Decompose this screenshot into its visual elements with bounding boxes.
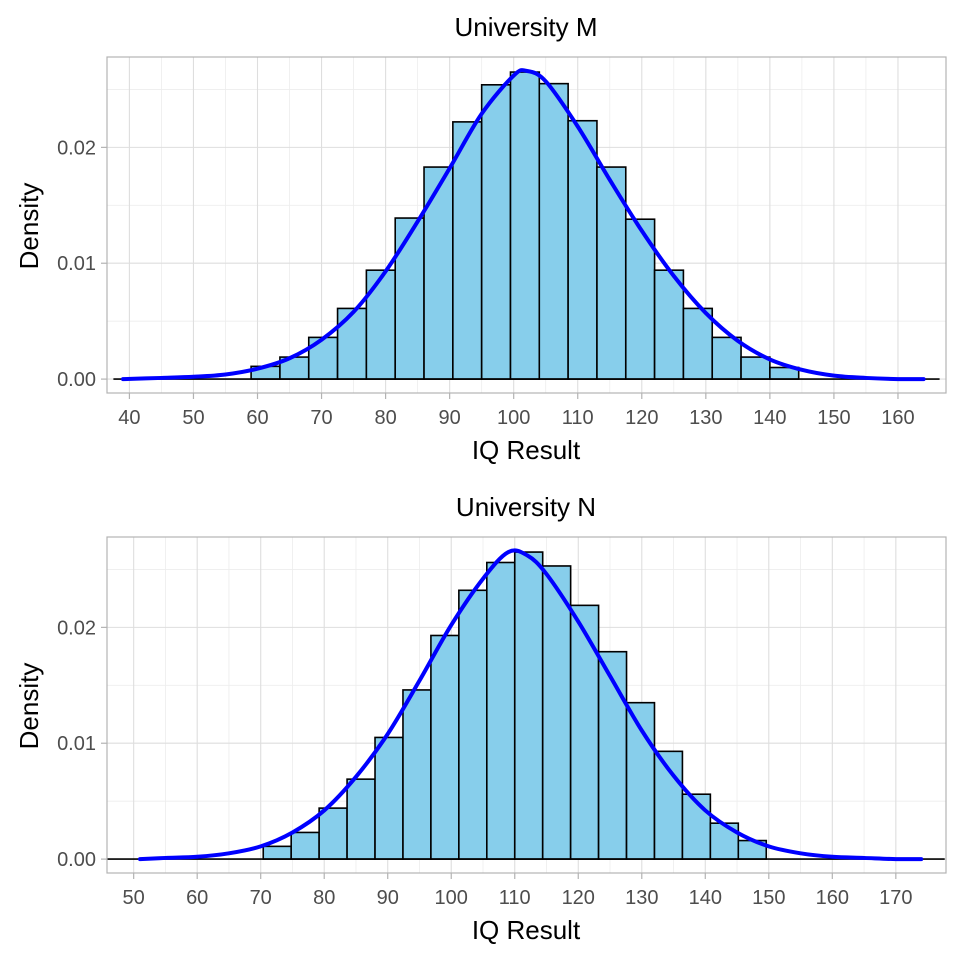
x-tick-label: 130 [625, 887, 658, 909]
y-axis-title: Density [14, 663, 44, 750]
histogram-bar [596, 166, 627, 380]
x-tick-label: 40 [118, 407, 140, 429]
y-tick-label: 0.02 [57, 137, 96, 159]
panel-border [106, 56, 947, 394]
histogram-bar [538, 82, 569, 380]
x-tick-label: 130 [689, 407, 722, 429]
histogram-bar [394, 217, 425, 380]
histogram-bar [509, 71, 541, 380]
x-tick-label: 60 [246, 407, 268, 429]
panel-university-m: University M Density IQ Result 40 50 60 70 8… [14, 12, 947, 465]
histogram-bar [513, 551, 544, 860]
panel-border [106, 536, 947, 874]
x-tick-label: 150 [752, 887, 785, 909]
histogram-bar [452, 121, 483, 380]
histogram-bar [541, 565, 572, 860]
histogram-bar [402, 689, 432, 860]
x-tick-label: 150 [817, 407, 850, 429]
histogram-bar [365, 269, 397, 380]
histogram-bar [290, 831, 320, 860]
panel-university-n: University N Density IQ Result 50 60 70 80 9… [14, 492, 947, 945]
histogram-bar [430, 634, 460, 860]
x-tick-label: 170 [879, 887, 912, 909]
histogram-bar [486, 561, 516, 860]
histogram-bar [458, 589, 488, 860]
histogram-bar [374, 736, 404, 860]
x-axis-title: IQ Result [472, 435, 581, 465]
x-tick-label: 140 [689, 887, 722, 909]
y-tick-label: 0.02 [57, 617, 96, 639]
x-tick-label: 120 [625, 407, 658, 429]
histogram-bar [681, 793, 712, 860]
x-axis-title: IQ Result [472, 915, 581, 945]
histogram-bar [711, 336, 742, 380]
y-tick-label: 0.01 [57, 733, 96, 755]
histogram-bar [653, 269, 685, 380]
density-curve [121, 68, 926, 382]
density-curve [138, 548, 924, 862]
x-tick-label: 100 [497, 407, 530, 429]
x-tick-label: 70 [310, 407, 332, 429]
x-tick-label: 160 [816, 887, 849, 909]
panel-plot-area: 50 60 70 80 90 100 110 120 130 140 150 160 170 0.00 0.… [57, 536, 947, 909]
x-tick-label: 80 [374, 407, 396, 429]
histogram-bar [336, 307, 368, 380]
panel-title: University N [456, 492, 596, 522]
x-tick-label: 140 [753, 407, 786, 429]
histogram-bar [346, 778, 376, 860]
x-tick-label: 70 [250, 887, 272, 909]
panel-title: University M [454, 12, 597, 42]
histogram-bar [567, 119, 598, 380]
histogram-bar [480, 84, 512, 380]
x-tick-label: 80 [313, 887, 335, 909]
histogram-bar [597, 650, 628, 860]
histogram-bar [569, 604, 600, 860]
x-tick-label: 160 [881, 407, 914, 429]
histogram-bar [423, 166, 454, 380]
x-tick-label: 50 [123, 887, 145, 909]
x-tick-label: 110 [499, 887, 531, 909]
y-tick-label: 0.01 [57, 253, 96, 275]
x-tick-label: 90 [377, 887, 399, 909]
y-tick-label: 0.00 [57, 369, 96, 391]
x-tick-label: 100 [435, 887, 468, 909]
histogram-bar [740, 356, 771, 380]
panel-plot-area: 40 50 60 70 80 90 100 110 120 130 140 150 160 0.00 0.0… [57, 56, 947, 429]
histogram-bar [682, 307, 714, 380]
x-tick-label: 120 [562, 887, 595, 909]
x-tick-label: 110 [562, 407, 594, 429]
x-tick-label: 50 [182, 407, 204, 429]
histogram-bar [262, 845, 292, 860]
y-axis-title: Density [14, 183, 44, 270]
y-tick-label: 0.00 [57, 849, 96, 871]
histogram-bar [318, 807, 348, 860]
x-tick-label: 90 [439, 407, 461, 429]
x-tick-label: 60 [186, 887, 208, 909]
